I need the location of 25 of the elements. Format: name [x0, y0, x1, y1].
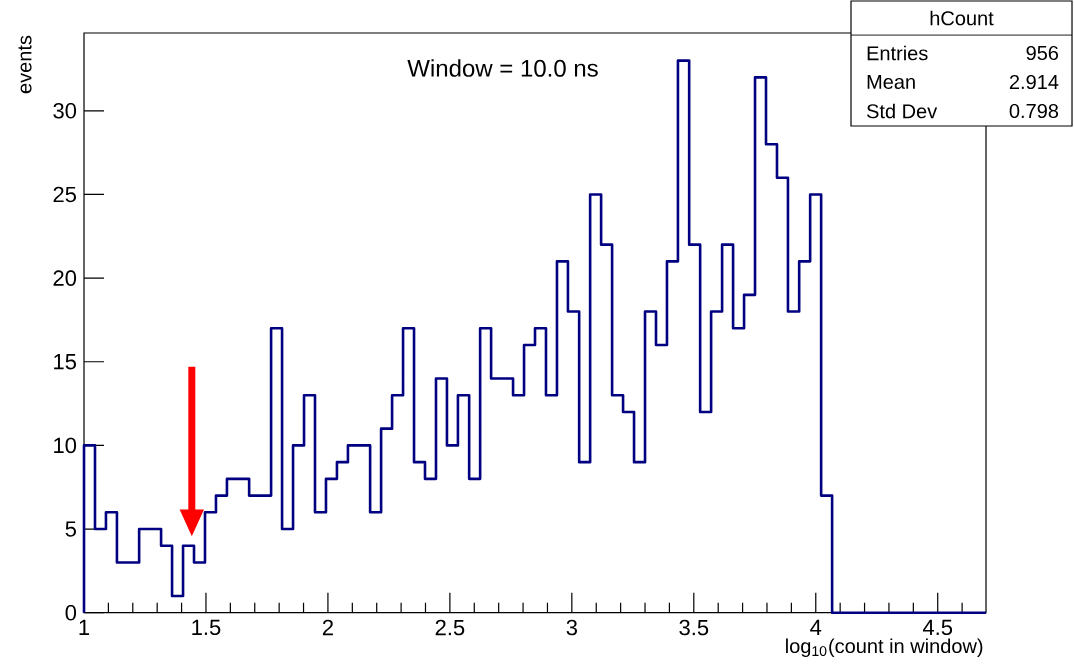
- text: hCount: [930, 10, 994, 26]
- text: 2.914: [1009, 74, 1059, 90]
- annotation: Std Dev: [866, 103, 938, 119]
- text: 956: [1026, 45, 1059, 61]
- y-tick-label: 0: [65, 604, 77, 621]
- x-tick-label: 3: [566, 619, 577, 636]
- x-tick-label: 2.5: [435, 619, 465, 636]
- x-tick-label: 1: [79, 619, 90, 635]
- y-axis-title: events: [18, 35, 32, 94]
- y-tick-label: 15: [54, 354, 76, 370]
- y-tick-label: 10: [54, 437, 77, 454]
- x-tick-label: 3.5: [679, 619, 709, 636]
- y-tick-label: 25: [53, 186, 76, 203]
- x-tick-label: 4: [810, 619, 822, 635]
- text: Window = 10.0 ns: [407, 59, 598, 77]
- y-tick-label: 5: [65, 521, 76, 537]
- annotation: Mean: [867, 75, 915, 89]
- x-tick-label: 1.5: [192, 619, 221, 636]
- y-tick-label: 30: [53, 103, 77, 119]
- y-tick-label: 20: [53, 270, 77, 286]
- x-axis-title: log$_{10}$(count in window): [786, 638, 983, 658]
- x-tick-label: 4.5: [922, 619, 953, 636]
- x-tick-label: 2: [322, 619, 333, 636]
- annotation: Entries: [867, 45, 928, 61]
- text: 0.798: [1009, 103, 1059, 119]
